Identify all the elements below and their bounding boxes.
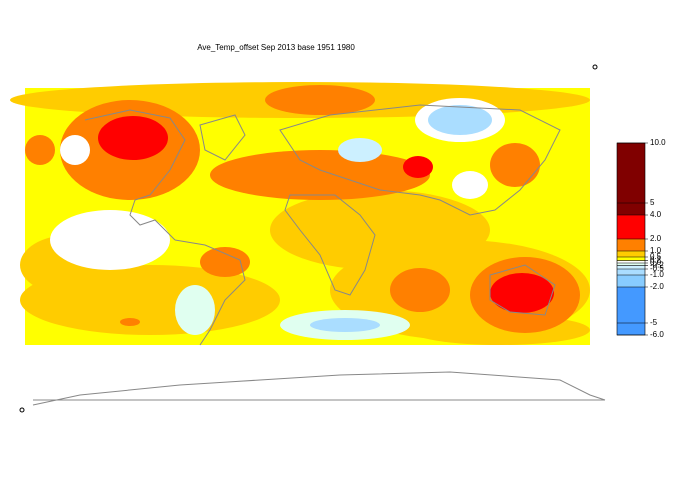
colorbar-tick-label: -2.0: [650, 282, 664, 291]
colorbar-bin: [617, 215, 645, 239]
colorbar-tick-label: -0.2: [650, 261, 664, 270]
colorbar-bin: [617, 251, 645, 257]
field-region: [175, 285, 215, 335]
anomaly-field: [10, 82, 590, 345]
colorbar-bin: [617, 269, 645, 275]
field-region: [270, 190, 490, 270]
colorbar-bin: [617, 257, 645, 261]
colorbar-tick-label: -0.5: [650, 264, 664, 273]
field-region: [310, 318, 380, 332]
field-region: [120, 318, 140, 326]
colorbar-tick-label: 10.0: [650, 138, 666, 147]
coastline: [199, 114, 246, 161]
colorbar-bin: [617, 260, 645, 263]
colorbar-bin: [617, 287, 645, 335]
field-region: [60, 135, 90, 165]
corner-marker: [592, 64, 598, 70]
colorbar-tick-label: 0.0: [650, 258, 662, 267]
colorbar-bin: [617, 265, 645, 269]
colorbar-tick-label: 5: [650, 198, 655, 207]
colorbar-bin: [617, 263, 645, 266]
colorbar-tick-label: 1.0: [650, 246, 662, 255]
field-region: [403, 156, 433, 178]
colorbar-tick-label: 0.5: [650, 252, 662, 261]
coastline: [284, 194, 376, 296]
field-region: [200, 247, 250, 277]
field-region: [490, 143, 540, 187]
colorbar-tick-label: 2.0: [650, 234, 662, 243]
field-region: [390, 268, 450, 312]
colorbar-bin: [617, 239, 645, 251]
coastline: [32, 371, 606, 406]
field-region: [25, 135, 55, 165]
field-region: [338, 138, 382, 162]
colorbar-bin: [617, 275, 645, 287]
corner-marker: [19, 407, 25, 413]
coastline: [174, 239, 246, 346]
colorbar-tick-label: -6.0: [650, 330, 664, 339]
colorbar-frame: [616, 142, 646, 336]
colorbar-tick-label: 4.0: [650, 210, 662, 219]
coastline: [279, 104, 561, 216]
field-region: [98, 116, 168, 160]
field-region: [265, 85, 375, 115]
colorbar: 10.0 5 4.0 2.0 1.00.50.20.0-0.2-0.5-1.0 -2.0 -…: [616, 138, 666, 339]
colorbar-tick-label: 0.2: [650, 256, 662, 265]
colorbar-bin: [617, 143, 645, 215]
colorbar-tick-label: -1.0: [650, 270, 664, 279]
field-region: [210, 150, 430, 200]
field-region: [452, 171, 488, 199]
coastlines: [32, 104, 606, 406]
coastline: [489, 264, 556, 316]
field-region: [50, 210, 170, 270]
field-region: [490, 273, 554, 313]
coastline: [84, 109, 186, 241]
map-title: Ave_Temp_offset Sep 2013 base 1951 1980: [197, 43, 355, 52]
colorbar-tick-label: -5: [650, 318, 658, 327]
field-region: [428, 105, 492, 135]
